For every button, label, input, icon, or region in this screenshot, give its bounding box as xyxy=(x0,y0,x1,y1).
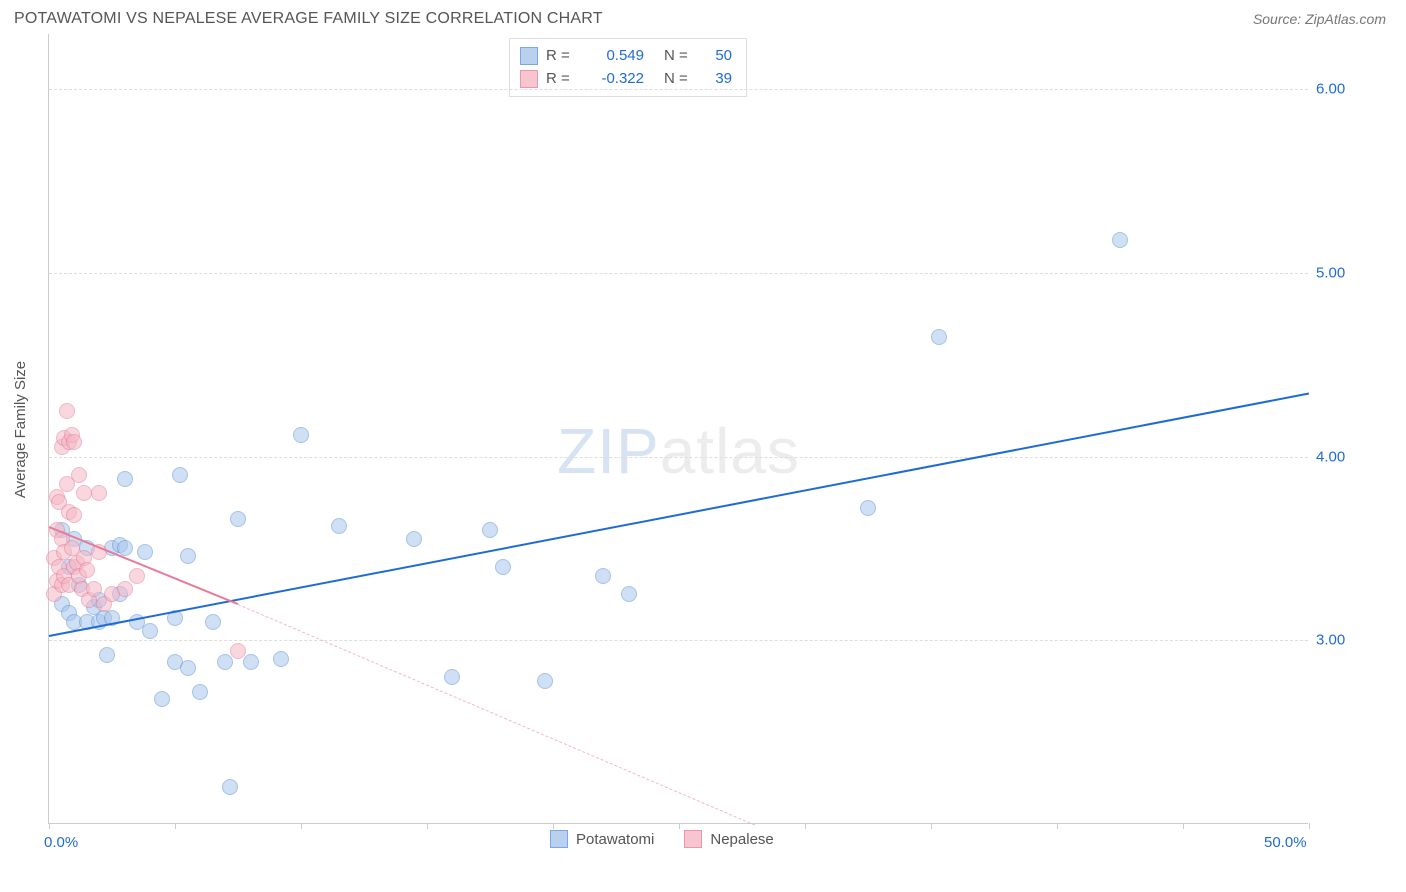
data-point xyxy=(99,647,115,663)
source-prefix: Source: xyxy=(1253,11,1305,27)
data-point xyxy=(217,654,233,670)
data-point xyxy=(293,427,309,443)
stat-value-n: 50 xyxy=(702,45,732,68)
stat-value-r: -0.322 xyxy=(584,68,644,91)
x-tick xyxy=(553,823,554,829)
data-point xyxy=(66,507,82,523)
data-point xyxy=(595,568,611,584)
legend-item: Potawatomi xyxy=(550,830,654,848)
data-point xyxy=(71,467,87,483)
y-tick-label: 3.00 xyxy=(1316,632,1345,649)
legend-swatch xyxy=(684,830,702,848)
watermark: ZIPatlas xyxy=(557,414,800,488)
data-point xyxy=(172,467,188,483)
x-tick xyxy=(427,823,428,829)
data-point xyxy=(537,673,553,689)
legend-swatch xyxy=(550,830,568,848)
gridline-h xyxy=(49,457,1308,458)
y-axis-label: Average Family Size xyxy=(13,360,30,497)
x-tick xyxy=(931,823,932,829)
y-tick-label: 4.00 xyxy=(1316,448,1345,465)
x-max-label: 50.0% xyxy=(1264,834,1307,851)
plot-region: ZIPatlas R = 0.549 N = 50 R = -0.322 N = 39 xyxy=(48,34,1308,824)
data-point xyxy=(91,485,107,501)
gridline-h xyxy=(49,273,1308,274)
stats-legend-row: R = 0.549 N = 50 xyxy=(520,45,732,68)
data-point xyxy=(180,660,196,676)
data-point xyxy=(76,485,92,501)
trendline xyxy=(238,604,755,825)
x-tick xyxy=(49,823,50,829)
stat-label-n: N = xyxy=(664,45,694,68)
x-tick xyxy=(1309,823,1310,829)
watermark-part1: ZIP xyxy=(557,415,660,487)
data-point xyxy=(129,568,145,584)
chart-header: POTAWATOMI VS NEPALESE AVERAGE FAMILY SI… xyxy=(0,0,1406,34)
data-point xyxy=(79,562,95,578)
legend-swatch xyxy=(520,70,538,88)
gridline-h xyxy=(49,89,1308,90)
data-point xyxy=(860,500,876,516)
chart-area: Average Family Size ZIPatlas R = 0.549 N =… xyxy=(0,34,1406,890)
data-point xyxy=(59,403,75,419)
data-point xyxy=(117,581,133,597)
stat-label-r: R = xyxy=(546,68,576,91)
stat-label-n: N = xyxy=(664,68,694,91)
legend-item: Nepalese xyxy=(684,830,773,848)
x-tick xyxy=(679,823,680,829)
source-attribution: Source: ZipAtlas.com xyxy=(1253,11,1386,27)
data-point xyxy=(230,511,246,527)
x-min-label: 0.0% xyxy=(44,834,78,851)
x-tick xyxy=(1183,823,1184,829)
legend-swatch xyxy=(520,47,538,65)
data-point xyxy=(192,684,208,700)
stat-value-n: 39 xyxy=(702,68,732,91)
data-point xyxy=(243,654,259,670)
stats-legend-row: R = -0.322 N = 39 xyxy=(520,68,732,91)
data-point xyxy=(86,581,102,597)
data-point xyxy=(331,518,347,534)
data-point xyxy=(222,779,238,795)
x-tick xyxy=(301,823,302,829)
data-point xyxy=(137,544,153,560)
data-point xyxy=(273,651,289,667)
data-point xyxy=(406,531,422,547)
data-point xyxy=(180,548,196,564)
legend-label: Potawatomi xyxy=(576,831,654,848)
data-point xyxy=(230,643,246,659)
x-tick xyxy=(1057,823,1058,829)
y-axis-label-wrap: Average Family Size xyxy=(6,34,36,824)
data-point xyxy=(482,522,498,538)
gridline-h xyxy=(49,640,1308,641)
stat-value-r: 0.549 xyxy=(584,45,644,68)
data-point xyxy=(495,559,511,575)
chart-title: POTAWATOMI VS NEPALESE AVERAGE FAMILY SI… xyxy=(14,10,603,28)
data-point xyxy=(117,471,133,487)
data-point xyxy=(205,614,221,630)
series-legend: Potawatomi Nepalese xyxy=(550,830,774,848)
y-tick-label: 5.00 xyxy=(1316,264,1345,281)
data-point xyxy=(154,691,170,707)
data-point xyxy=(621,586,637,602)
stat-label-r: R = xyxy=(546,45,576,68)
x-tick xyxy=(175,823,176,829)
source-name: ZipAtlas.com xyxy=(1305,11,1386,27)
legend-label: Nepalese xyxy=(710,831,773,848)
data-point xyxy=(444,669,460,685)
x-tick xyxy=(805,823,806,829)
data-point xyxy=(66,434,82,450)
data-point xyxy=(931,329,947,345)
y-tick-label: 6.00 xyxy=(1316,81,1345,98)
data-point xyxy=(142,623,158,639)
watermark-part2: atlas xyxy=(660,415,800,487)
data-point xyxy=(1112,232,1128,248)
